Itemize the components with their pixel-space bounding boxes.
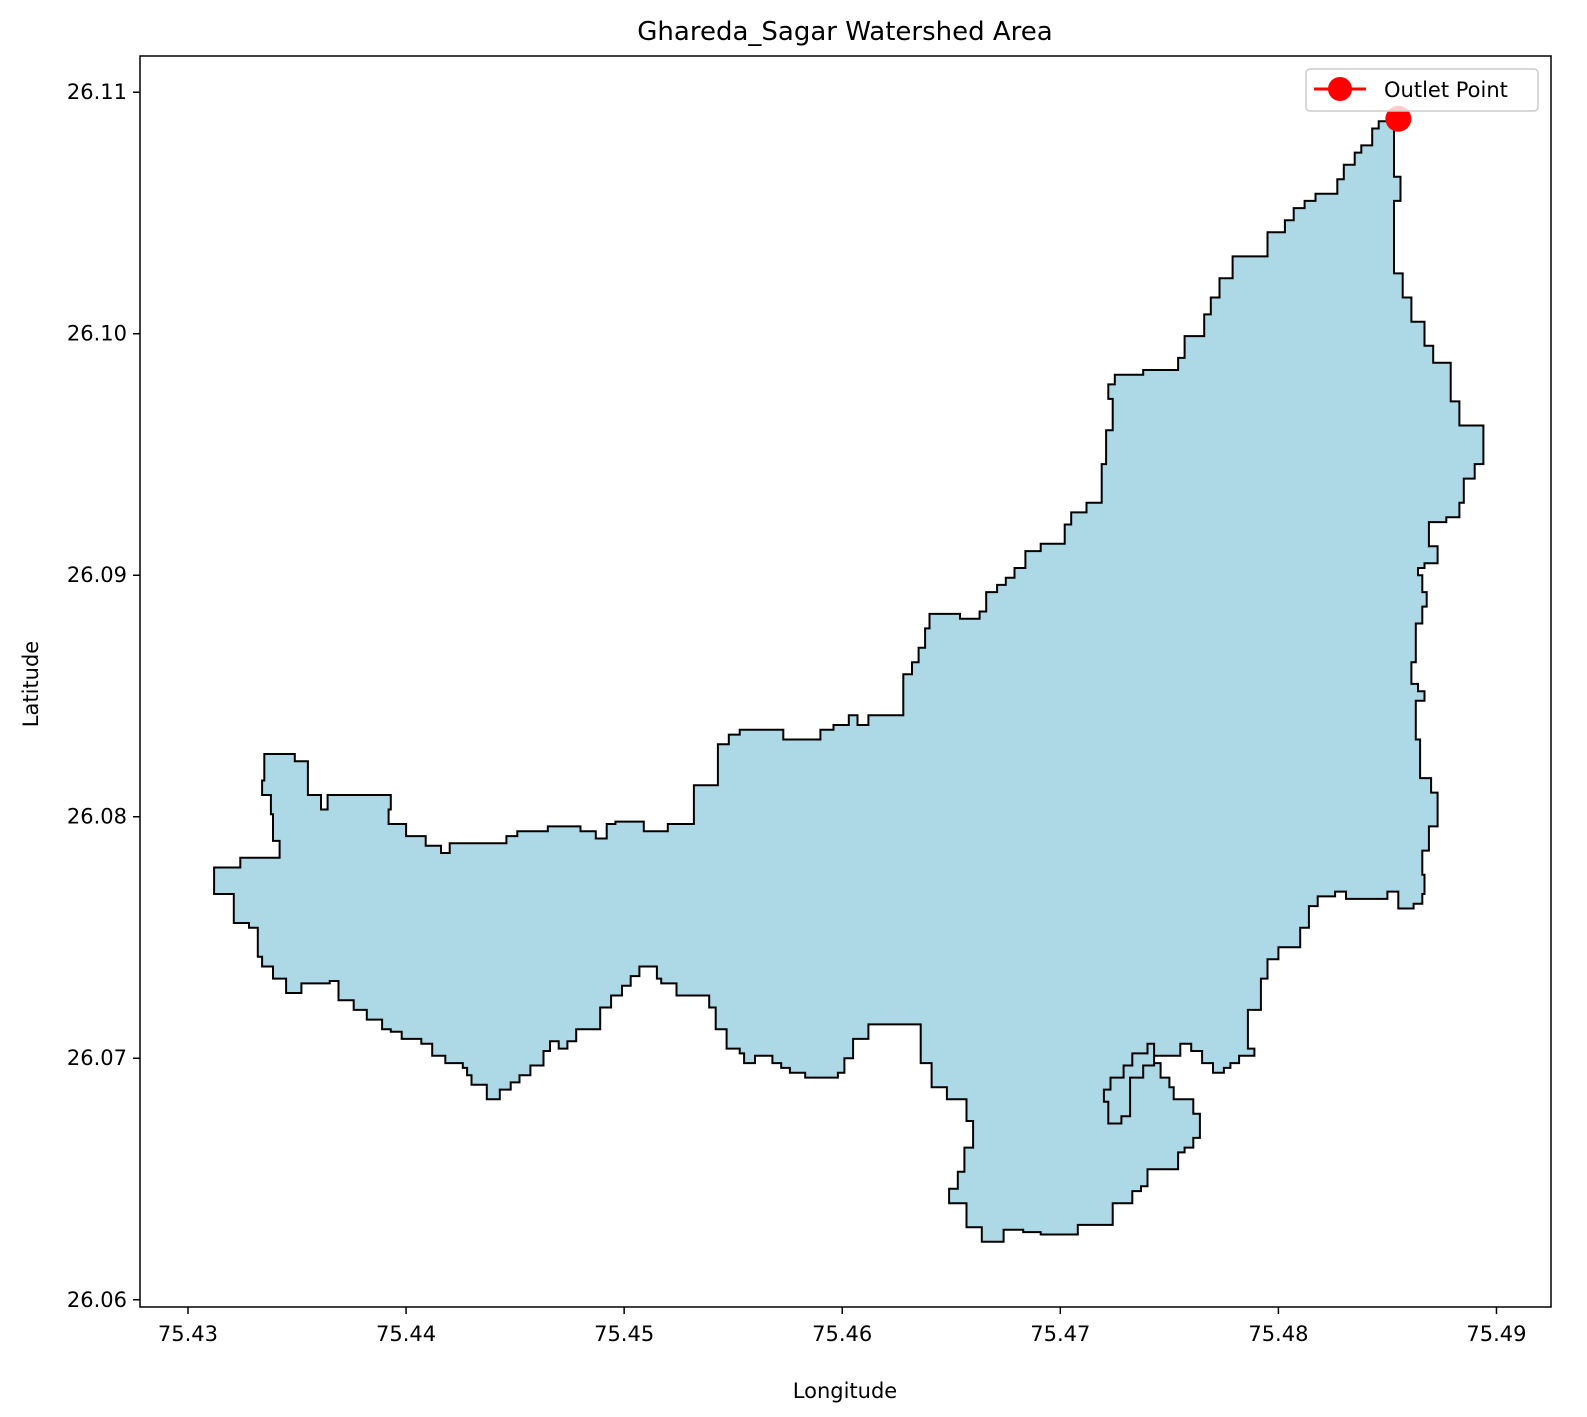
y-tick-label: 26.10 <box>67 322 127 346</box>
x-tick-label: 75.45 <box>594 1322 654 1346</box>
chart-title: Ghareda_Sagar Watershed Area <box>637 17 1052 47</box>
y-tick-label: 26.09 <box>67 563 127 587</box>
legend-marker-swatch <box>1328 77 1352 101</box>
legend-entry-outlet-point: Outlet Point <box>1384 78 1508 102</box>
legend-box <box>1305 68 1539 112</box>
plot-area <box>213 115 1485 1243</box>
x-tick-label: 75.49 <box>1466 1322 1526 1346</box>
x-tick-label: 75.47 <box>1030 1322 1090 1346</box>
y-tick-label: 26.06 <box>67 1288 127 1312</box>
y-axis-label: Latitude <box>19 641 43 727</box>
axes-frame <box>139 55 1552 1308</box>
x-tick-label: 75.46 <box>812 1322 872 1346</box>
x-tick-label: 75.43 <box>158 1322 218 1346</box>
outlet-point-marker <box>1385 105 1412 132</box>
x-axis-label: Longitude <box>793 1379 897 1403</box>
legend: Outlet Point <box>1305 68 1539 112</box>
x-tick-label: 75.44 <box>376 1322 436 1346</box>
y-tick-label: 26.07 <box>67 1046 127 1070</box>
y-axis-ticks: 26.06 26.07 26.08 26.09 26.10 26.11 <box>67 80 140 1312</box>
x-axis-ticks: 75.43 75.44 75.45 75.46 75.47 75.48 75.49 <box>158 1307 1527 1346</box>
y-tick-label: 26.08 <box>67 805 127 829</box>
x-tick-label: 75.48 <box>1248 1322 1308 1346</box>
y-tick-label: 26.11 <box>67 80 127 104</box>
watershed-polygon <box>213 115 1485 1243</box>
